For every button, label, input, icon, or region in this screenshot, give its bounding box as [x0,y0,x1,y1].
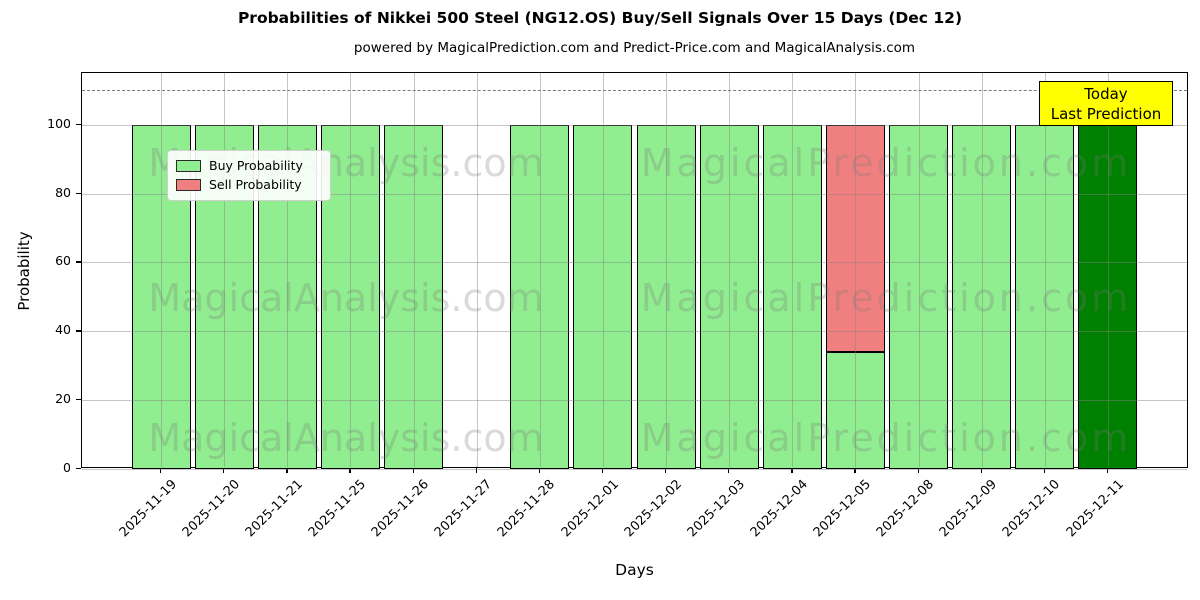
x-tick-mark [160,468,162,473]
v-gridline [981,73,983,467]
v-gridline [666,73,668,467]
legend-label: Sell Probability [209,177,302,192]
bar-buy-segment [699,124,759,469]
bar-buy-segment [636,124,696,469]
v-gridline [729,73,731,467]
y-tick-label: 100 [47,115,71,131]
x-tick-label: 2025-11-21 [242,477,306,541]
bar-buy-segment [889,124,949,469]
bar-buy-segment [825,351,885,469]
v-gridline [161,73,162,467]
x-tick-mark [728,468,730,473]
h-gridline [82,124,1187,126]
h-gridline [82,262,1187,264]
x-tick-label: 2025-11-25 [305,477,369,541]
y-tick-mark [76,468,81,470]
v-gridline [792,73,794,467]
x-tick-mark [412,468,414,473]
x-axis-label: Days [615,561,654,579]
x-tick-mark [1043,468,1046,473]
h-gridline [82,469,1187,470]
x-tick-label: 2025-12-09 [937,477,1001,541]
y-tick-label: 40 [55,322,71,338]
x-tick-mark [601,468,604,473]
bar-buy-segment [762,124,822,469]
bar-buy-segment [384,124,444,469]
x-tick-mark [665,468,667,473]
x-tick-mark [1106,468,1109,473]
y-tick-label: 60 [55,253,71,269]
y-tick-label: 80 [55,184,71,200]
v-gridline [855,73,857,467]
legend-label: Buy Probability [209,158,303,173]
x-tick-mark [854,468,856,473]
x-tick-mark [980,468,982,473]
x-tick-label: 2025-12-01 [558,477,622,541]
x-tick-label: 2025-12-10 [1000,477,1064,541]
x-tick-mark [475,468,477,473]
bar-buy-segment [573,124,633,469]
v-gridline [413,73,415,467]
x-tick-label: 2025-12-02 [621,477,685,541]
chart-subtitle: powered by MagicalPrediction.com and Pre… [353,40,916,56]
x-tick-label: 2025-12-11 [1063,477,1127,541]
x-tick-label: 2025-11-19 [116,477,180,541]
v-gridline [602,73,604,467]
buy-swatch-icon [176,159,201,172]
bar-buy-segment [510,124,570,469]
y-tick-label: 20 [55,391,71,407]
legend: Buy Probability Sell Probability [167,150,331,201]
x-tick-label: 2025-12-03 [684,477,748,541]
x-tick-label: 2025-12-04 [747,477,811,541]
y-tick-label: 0 [63,460,71,475]
x-tick-mark [791,468,793,473]
v-gridline [918,73,920,467]
h-gridline [82,331,1187,333]
v-gridline [476,73,478,467]
x-tick-mark [349,468,351,473]
v-gridline [539,73,541,467]
chart-title: Probabilities of Nikkei 500 Steel (NG12.… [237,9,963,27]
x-tick-label: 2025-11-27 [432,477,496,541]
x-tick-label: 2025-11-20 [179,477,243,541]
today-annotation: Today Last Prediction [1039,81,1173,126]
sell-swatch-icon [176,178,201,191]
x-tick-mark [917,468,919,473]
v-gridline [1107,73,1109,467]
legend-item-buy: Buy Probability [176,156,322,175]
x-tick-mark [286,468,288,473]
x-tick-label: 2025-11-26 [368,477,433,541]
v-gridline [287,73,289,467]
today-annotation-line1: Today [1084,84,1128,103]
x-tick-mark [223,468,225,473]
bar-buy-segment [952,124,1012,469]
h-gridline [82,400,1187,402]
y-tick-mark [76,261,81,263]
y-tick-mark [76,192,81,194]
today-annotation-line2: Last Prediction [1050,104,1162,123]
v-gridline [224,73,226,467]
y-tick-mark [76,330,81,332]
v-gridline [350,73,352,467]
legend-item-sell: Sell Probability [176,175,322,194]
bar-sell-segment [825,124,885,352]
x-tick-label: 2025-12-08 [873,477,938,541]
x-tick-label: 2025-11-28 [495,477,559,541]
v-gridline [1044,73,1046,467]
h-gridline [82,193,1187,195]
plot-area: Buy Probability Sell Probability Magical… [81,72,1188,470]
y-tick-mark [76,399,81,401]
x-tick-mark [538,468,541,473]
bar-buy-segment [1015,124,1075,469]
x-tick-label: 2025-12-05 [810,477,875,541]
dashed-threshold-line [82,90,1187,92]
y-tick-mark [76,123,81,125]
bar-today [1078,124,1138,469]
